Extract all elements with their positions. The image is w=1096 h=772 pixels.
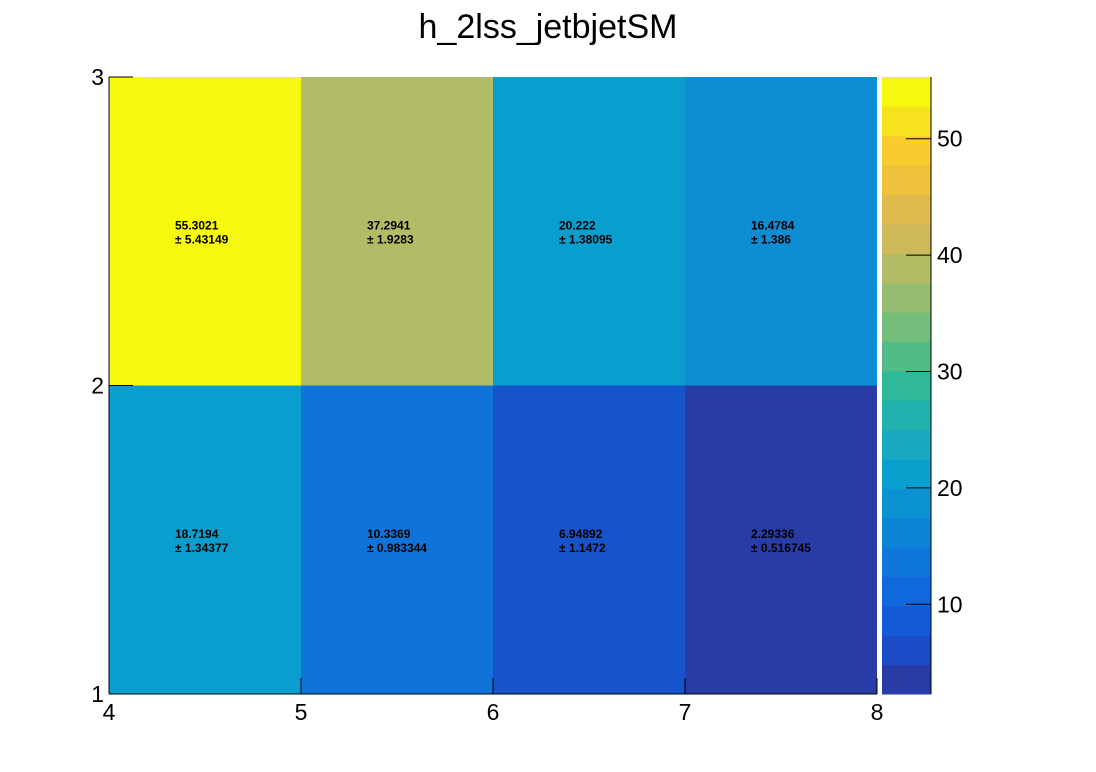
cell-value-label: 2.29336 [751, 527, 795, 541]
colorbar-tick-label: 30 [937, 359, 963, 385]
cell-error-label: ± 1.386 [751, 232, 791, 246]
colorbar-tick-label: 10 [937, 591, 963, 617]
chart-title: h_2lss_jetbjetSM [419, 8, 678, 46]
heatmap-cell [109, 77, 301, 386]
colorbar-segment [882, 165, 931, 196]
cell-error-label: ± 5.43149 [175, 232, 229, 246]
cell-error-label: ± 0.983344 [367, 541, 427, 555]
axes: 4 5 6 7 8 1 2 3 [91, 64, 883, 725]
colorbar-segment [882, 488, 931, 519]
x-tick-label: 5 [295, 699, 308, 725]
cell-value-label: 6.94892 [559, 527, 603, 541]
x-tick-label: 6 [487, 699, 500, 725]
cell-error-label: ± 1.38095 [559, 232, 613, 246]
colorbar-segment [882, 547, 931, 577]
colorbar-segment [882, 341, 931, 372]
colorbar-segment [882, 223, 931, 254]
cell-value-label: 18.7194 [175, 527, 219, 541]
cell-value-label: 20.222 [559, 218, 596, 232]
heatmap-cell [301, 385, 493, 694]
colorbar-segment [882, 135, 931, 166]
cell-value-label: 37.2941 [367, 218, 411, 232]
cell-value-label: 55.3021 [175, 218, 219, 232]
colorbar-segment [882, 194, 931, 225]
colorbar-tick-label: 20 [937, 475, 963, 501]
heatmap-cell [685, 385, 877, 694]
colorbar-segment [882, 106, 931, 137]
colorbar-segment [882, 517, 931, 548]
colorbar-segment [882, 312, 931, 342]
y-tick-label: 1 [91, 681, 104, 707]
colorbar-segment [882, 370, 931, 401]
x-tick-label: 4 [103, 699, 116, 725]
cell-value-label: 16.4784 [751, 218, 795, 232]
colorbar-tick-label: 40 [937, 242, 963, 268]
heatmap-cell [685, 77, 877, 386]
colorbar-segment [882, 605, 931, 636]
colorbar-segment [882, 253, 931, 284]
cell-value-label: 10.3369 [367, 527, 411, 541]
heatmap-cells [109, 77, 877, 694]
y-tick-label: 3 [91, 64, 104, 90]
heatmap-cell [493, 77, 685, 386]
colorbar-segment [882, 282, 931, 313]
colorbar-segment [882, 576, 931, 607]
colorbar: 10 20 30 40 50 [882, 77, 963, 695]
cell-error-label: ± 1.9283 [367, 232, 414, 246]
colorbar-segment [882, 400, 931, 431]
cell-error-label: ± 1.1472 [559, 541, 606, 555]
colorbar-segment [882, 664, 931, 695]
heatmap-cell [493, 385, 685, 694]
colorbar-segment [882, 635, 931, 666]
colorbar-segment [882, 458, 931, 489]
colorbar-segment [882, 77, 931, 107]
heatmap-cell [109, 385, 301, 694]
colorbar-tick-label: 50 [937, 126, 963, 152]
y-tick-label: 2 [91, 373, 104, 399]
cell-error-label: ± 0.516745 [751, 541, 811, 555]
x-tick-label: 8 [871, 699, 884, 725]
heatmap-cell [301, 77, 493, 386]
colorbar-segment [882, 429, 931, 460]
x-tick-label: 7 [679, 699, 692, 725]
cell-error-label: ± 1.34377 [175, 541, 229, 555]
